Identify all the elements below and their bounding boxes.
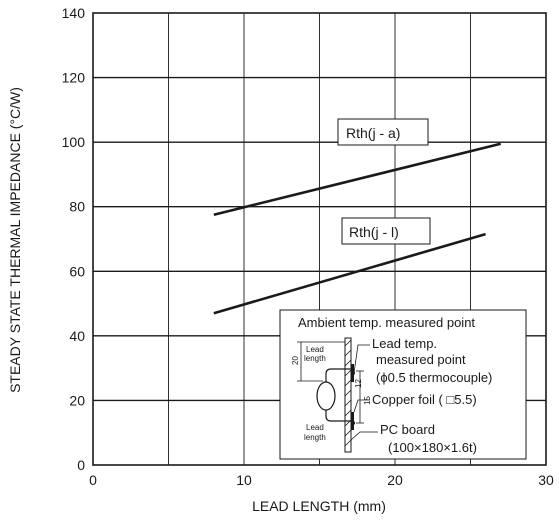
y-tick-label: 20	[69, 392, 85, 408]
inset-text-line-4: Copper foil ( □5.5)	[372, 392, 477, 407]
inset-text-line-6: (100×180×1.6t)	[388, 440, 477, 455]
series-label-rth-jl-text: Rth(j - l)	[349, 224, 399, 240]
series-label-rth-ja: Rth(j - a)	[338, 119, 428, 145]
inset-text-line-2: measured point	[376, 352, 466, 367]
series-label-rth-ja-text: Rth(j - a)	[346, 125, 400, 141]
thermocouple-point-icon-2	[351, 421, 355, 425]
series-line-rth-ja	[214, 144, 501, 215]
y-tick-label: 60	[69, 263, 85, 279]
x-tick-label: 20	[387, 472, 403, 488]
y-tick-label: 140	[62, 5, 86, 21]
lead-length-label-3: Lead	[306, 423, 324, 432]
x-tick-label: 30	[538, 472, 554, 488]
x-tick-label: 10	[236, 472, 252, 488]
copper-foil-icon-2	[351, 412, 354, 430]
inset-text-line-1: Lead temp.	[372, 336, 437, 351]
inset-text-line-5: PC board	[380, 422, 435, 437]
diode-body-icon	[317, 382, 335, 410]
y-tick-label: 120	[62, 70, 86, 86]
dim-20: 20	[291, 356, 300, 365]
x-axis-label: LEAD LENGTH (mm)	[252, 498, 386, 514]
measurement-inset: Ambient temp. measured point	[280, 310, 526, 459]
y-tick-label: 80	[69, 199, 85, 215]
series-label-rth-jl: Rth(j - l)	[342, 218, 430, 244]
x-tick-label: 0	[89, 472, 97, 488]
dim-12: 12	[354, 379, 363, 388]
y-tick-label: 100	[62, 134, 86, 150]
y-tick-label: 0	[77, 457, 85, 473]
y-tick-label: 40	[69, 328, 85, 344]
lead-length-label-4: length	[304, 433, 326, 442]
inset-text-line-3: (ϕ0.5 thermocouple)	[376, 370, 492, 385]
lead-length-label-2: length	[304, 354, 326, 363]
lead-length-label: Lead	[306, 345, 324, 354]
inset-title: Ambient temp. measured point	[298, 315, 475, 330]
y-axis-label: STEADY STATE THERMAL IMPEDANCE (°C/W)	[7, 87, 23, 393]
series-line-rth-jl	[214, 234, 486, 313]
